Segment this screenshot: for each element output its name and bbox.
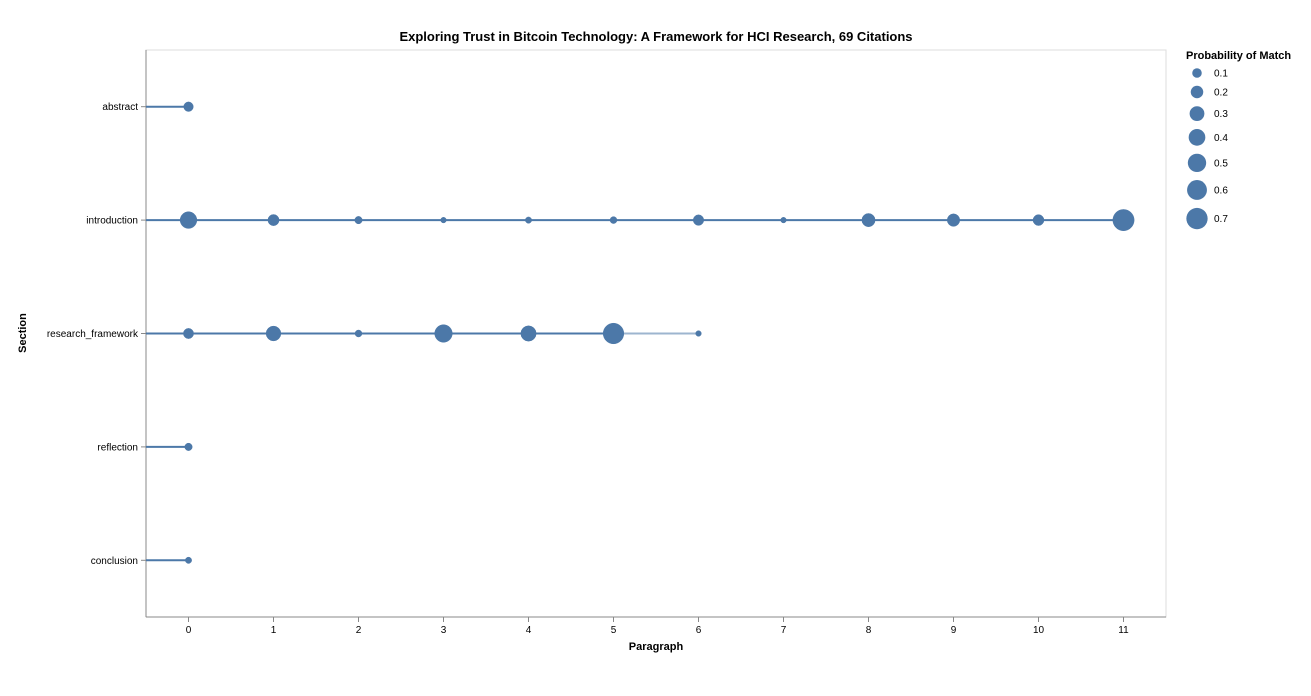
data-point	[265, 325, 282, 342]
data-point	[185, 556, 192, 564]
data-point	[1032, 214, 1045, 226]
y-axis-title: Section	[17, 313, 29, 353]
legend-label: 0.4	[1214, 133, 1228, 144]
x-axis-title: Paragraph	[629, 641, 684, 653]
x-tick-label: 1	[271, 625, 277, 636]
data-point	[354, 329, 363, 338]
y-tick-label: abstract	[102, 102, 138, 113]
data-point	[861, 213, 876, 227]
data-point	[1112, 209, 1135, 231]
legend-label: 0.6	[1214, 185, 1228, 196]
data-point	[692, 214, 705, 226]
x-tick-label: 9	[951, 625, 957, 636]
series-lines	[146, 105, 1124, 562]
data-point	[183, 328, 194, 339]
x-axis: 0 1 2 3 4 5 6 7 8 9 10 11	[146, 616, 1166, 636]
data-point	[267, 214, 280, 226]
data-point	[434, 324, 453, 343]
chart-title: Exploring Trust in Bitcoin Technology: A…	[399, 29, 912, 44]
data-point	[184, 442, 193, 451]
y-tick-label: reflection	[97, 442, 138, 453]
data-point	[183, 101, 194, 112]
legend-label: 0.2	[1214, 88, 1228, 99]
legend-symbol	[1190, 85, 1204, 99]
series-points	[179, 101, 1135, 564]
legend-symbol	[1187, 153, 1207, 173]
legend-items: 0.1 0.2 0.3 0.4 0.5 0.6 0.7	[1186, 68, 1228, 230]
data-point	[609, 216, 618, 224]
legend-symbol	[1189, 106, 1205, 122]
data-point	[780, 217, 787, 224]
x-tick-label: 6	[696, 625, 702, 636]
x-tick-label: 10	[1033, 625, 1045, 636]
legend-symbol	[1187, 180, 1207, 200]
x-tick-label: 11	[1118, 625, 1129, 636]
legend-symbol	[1192, 68, 1202, 78]
data-point	[354, 216, 363, 225]
x-tick-label: 3	[441, 625, 447, 636]
legend-symbol	[1186, 207, 1208, 230]
data-point	[602, 322, 625, 345]
x-tick-label: 5	[611, 625, 617, 636]
data-point	[440, 217, 447, 224]
y-axis: abstract introduction research_frameworkre…	[47, 50, 147, 617]
legend-label: 0.3	[1214, 109, 1228, 120]
legend-title: Probability of Match	[1186, 50, 1291, 62]
y-tick-label: introduction	[86, 216, 138, 227]
data-point	[179, 211, 198, 229]
data-point	[695, 330, 702, 337]
legend-symbol	[1188, 129, 1206, 146]
x-tick-label: 2	[356, 625, 362, 636]
y-tick-label: research_framework	[47, 329, 139, 340]
data-point	[525, 216, 532, 224]
legend-label: 0.5	[1214, 158, 1228, 169]
x-tick-label: 8	[866, 625, 872, 636]
x-tick-label: 4	[526, 625, 532, 636]
x-tick-label: 7	[781, 625, 787, 636]
legend-label: 0.1	[1214, 69, 1228, 80]
legend: Probability of Match 0.10.20.30.40.50.60…	[1186, 50, 1291, 230]
data-point	[947, 213, 960, 227]
x-tick-label: 0	[186, 625, 192, 636]
y-tick-label: conclusion	[91, 556, 138, 567]
legend-label: 0.7	[1214, 214, 1228, 225]
data-point	[520, 325, 537, 342]
